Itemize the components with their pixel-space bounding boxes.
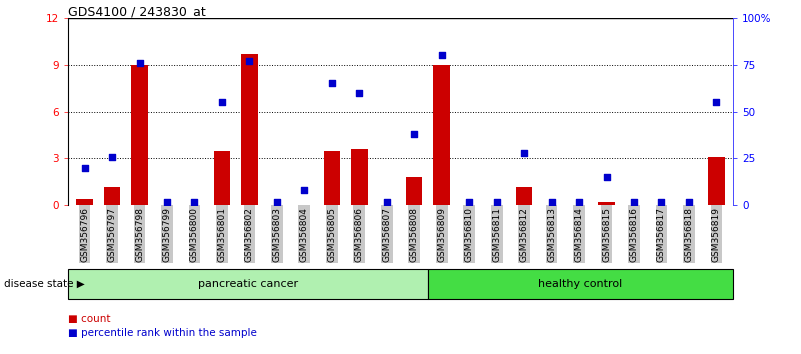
Point <box>215 99 228 105</box>
Bar <box>131 65 147 205</box>
Point <box>435 52 448 58</box>
Point <box>298 188 311 193</box>
Point <box>353 90 366 96</box>
Point <box>710 99 723 105</box>
Point <box>380 199 393 204</box>
Point <box>325 80 338 86</box>
Point <box>271 199 284 204</box>
Text: GDS4100 / 243830_at: GDS4100 / 243830_at <box>68 5 206 18</box>
Point <box>243 58 256 64</box>
Point <box>600 175 613 180</box>
Bar <box>104 187 120 205</box>
FancyBboxPatch shape <box>68 269 428 299</box>
Point <box>628 199 641 204</box>
Point <box>133 60 146 65</box>
Point <box>408 131 421 137</box>
Point <box>188 199 201 204</box>
Point <box>490 199 503 204</box>
Bar <box>708 157 725 205</box>
Text: ■ percentile rank within the sample: ■ percentile rank within the sample <box>68 328 257 338</box>
Bar <box>324 150 340 205</box>
Point <box>655 199 668 204</box>
Point <box>573 199 586 204</box>
Text: healthy control: healthy control <box>538 279 622 289</box>
Bar <box>214 150 230 205</box>
Text: pancreatic cancer: pancreatic cancer <box>198 279 298 289</box>
Bar <box>241 54 258 205</box>
Bar <box>406 177 422 205</box>
Point <box>106 154 119 159</box>
Point <box>160 199 173 204</box>
Point <box>517 150 530 156</box>
Bar <box>76 199 93 205</box>
Point <box>682 199 695 204</box>
Bar <box>351 149 368 205</box>
Bar <box>433 65 450 205</box>
Point <box>463 199 476 204</box>
Bar <box>598 202 615 205</box>
Text: ■ count: ■ count <box>68 314 111 324</box>
Text: disease state ▶: disease state ▶ <box>4 279 85 289</box>
Point <box>545 199 558 204</box>
Point <box>78 165 91 171</box>
Bar <box>516 187 533 205</box>
FancyBboxPatch shape <box>428 269 733 299</box>
